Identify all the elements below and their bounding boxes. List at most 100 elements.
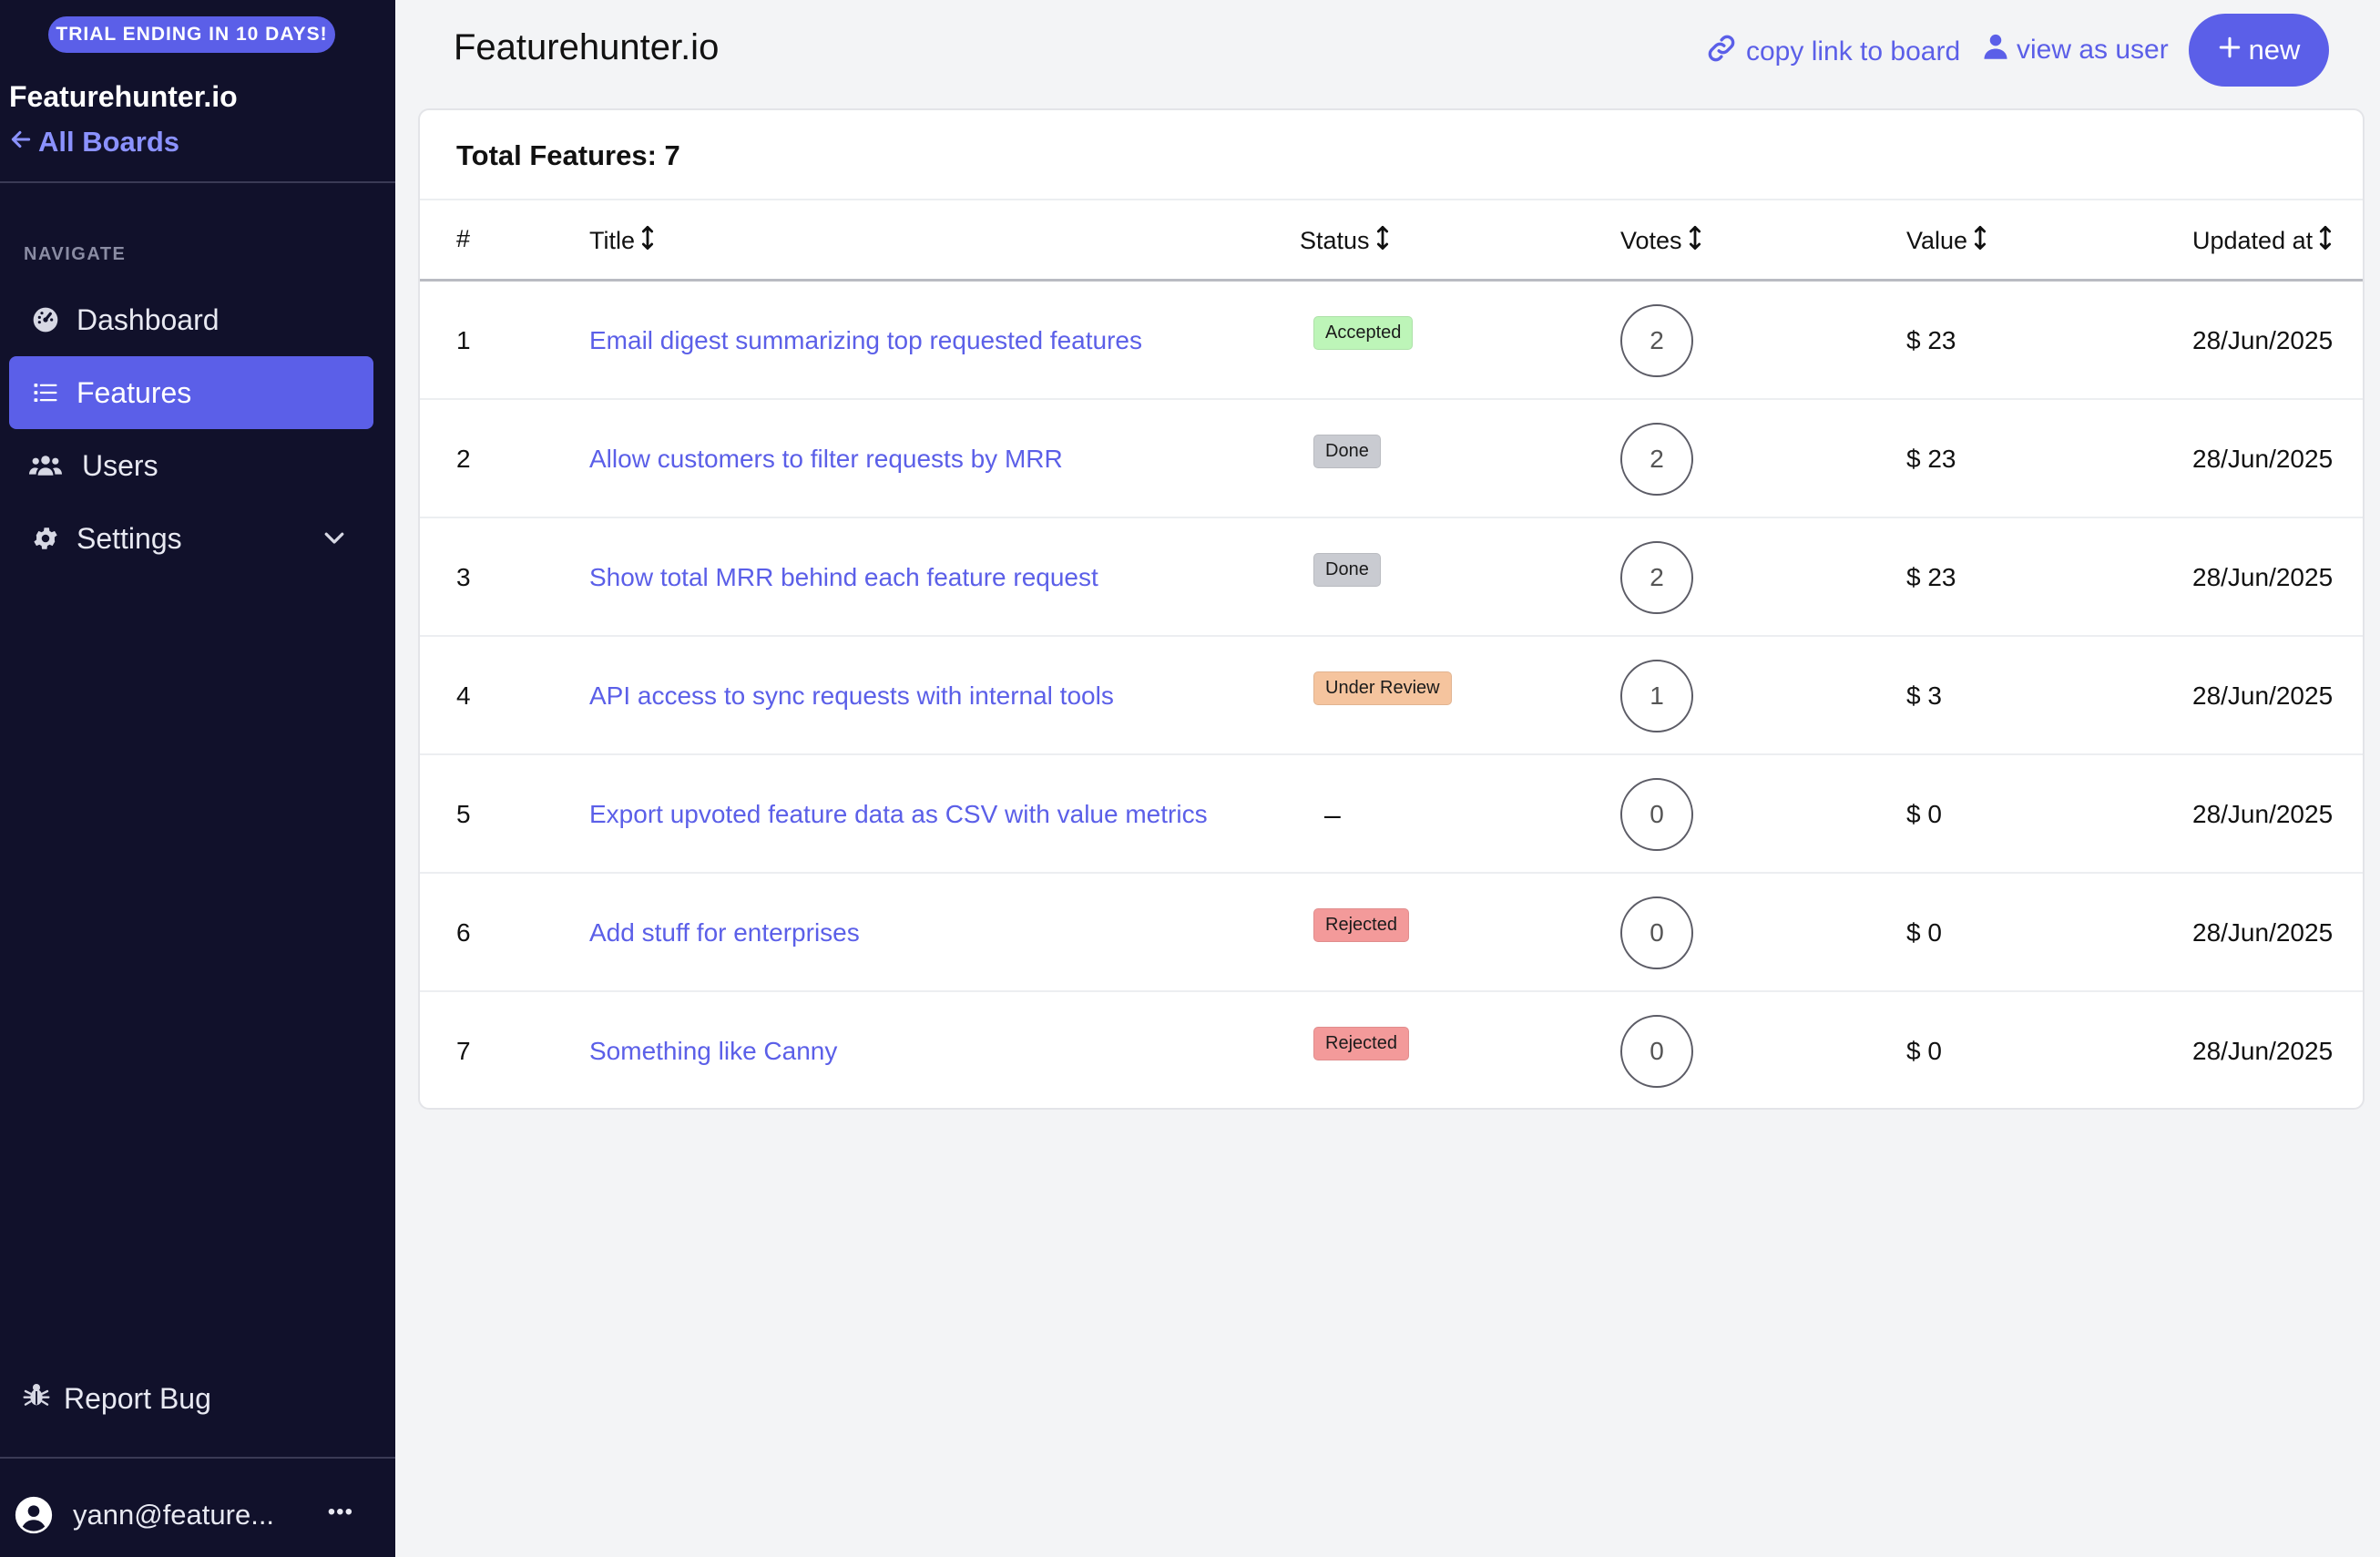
- feature-title-link[interactable]: Something like Canny: [589, 1037, 838, 1065]
- sort-icon: [1973, 225, 1987, 257]
- table-row[interactable]: 6 Add stuff for enterprises Rejected 0 $…: [420, 874, 2363, 992]
- value-cell: $ 23: [1906, 326, 1956, 354]
- table-row[interactable]: 2 Allow customers to filter requests by …: [420, 400, 2363, 518]
- vote-count[interactable]: 2: [1620, 304, 1693, 377]
- status-cell: Rejected: [1313, 874, 1409, 992]
- arrow-left-icon: [9, 126, 33, 159]
- vote-count[interactable]: 2: [1620, 423, 1693, 496]
- votes-cell: 0: [1620, 992, 1693, 1108]
- status-cell: Done: [1313, 518, 1381, 637]
- more-options-icon[interactable]: •••: [327, 1500, 353, 1524]
- votes-cell: 0: [1620, 755, 1693, 874]
- row-number: 3: [456, 563, 471, 591]
- column-header-title[interactable]: Title: [589, 225, 655, 257]
- votes-cell: 0: [1620, 874, 1693, 992]
- report-bug-label: Report Bug: [64, 1381, 211, 1415]
- gear-icon: [29, 522, 62, 555]
- chevron-down-icon[interactable]: [321, 524, 348, 558]
- report-bug-link[interactable]: Report Bug: [22, 1380, 211, 1417]
- feature-title-link[interactable]: Show total MRR behind each feature reque…: [589, 563, 1098, 591]
- dashboard-icon: [29, 303, 62, 336]
- column-header-value[interactable]: Value: [1906, 225, 1987, 257]
- features-card: Total Features: 7 # Title Status Votes V…: [418, 108, 2365, 1110]
- updated-date: 28/Jun/2025: [2192, 800, 2334, 828]
- status-badge[interactable]: Under Review: [1313, 671, 1452, 705]
- status-badge[interactable]: Done: [1313, 552, 1381, 587]
- avatar: [15, 1496, 53, 1534]
- view-as-user-button[interactable]: view as user: [1984, 33, 2169, 67]
- new-button-label: new: [2248, 34, 2301, 66]
- vote-count[interactable]: 0: [1620, 778, 1693, 851]
- vote-count[interactable]: 1: [1620, 660, 1693, 732]
- updated-date: 28/Jun/2025: [2192, 681, 2334, 710]
- card-divider: [420, 199, 2363, 200]
- nav-heading: NAVIGATE: [24, 244, 127, 264]
- status-badge[interactable]: Done: [1313, 434, 1381, 468]
- feature-title-link[interactable]: Email digest summarizing top requested f…: [589, 326, 1142, 354]
- sidebar-item-users[interactable]: Users: [9, 429, 373, 502]
- table-row[interactable]: 4 API access to sync requests with inter…: [420, 637, 2363, 755]
- feature-title-link[interactable]: Add stuff for enterprises: [589, 918, 860, 947]
- value-cell: $ 3: [1906, 681, 1942, 710]
- link-icon: [1706, 33, 1737, 71]
- vote-count[interactable]: 0: [1620, 1015, 1693, 1088]
- column-header-label: Status: [1300, 227, 1370, 254]
- updated-date: 28/Jun/2025: [2192, 563, 2334, 591]
- status-badge[interactable]: Rejected: [1313, 907, 1409, 942]
- table-row[interactable]: 5 Export upvoted feature data as CSV wit…: [420, 755, 2363, 874]
- column-header-label: Votes: [1620, 227, 1682, 254]
- feature-title-link[interactable]: Allow customers to filter requests by MR…: [589, 445, 1063, 473]
- table-row[interactable]: 3 Show total MRR behind each feature req…: [420, 518, 2363, 637]
- value-cell: $ 23: [1906, 445, 1956, 473]
- column-header-updated[interactable]: Updated at: [2192, 225, 2333, 257]
- value-cell: $ 0: [1906, 918, 1942, 947]
- bug-icon: [22, 1380, 51, 1417]
- column-header-label: Title: [589, 227, 636, 254]
- sidebar-item-features[interactable]: Features: [9, 356, 373, 429]
- sidebar-item-label: Users: [82, 448, 158, 482]
- status-badge[interactable]: Accepted: [1313, 315, 1414, 350]
- row-number: 5: [456, 800, 471, 828]
- updated-date: 28/Jun/2025: [2192, 918, 2334, 947]
- votes-cell: 1: [1620, 637, 1693, 755]
- all-boards-link[interactable]: All Boards: [9, 126, 179, 159]
- new-feature-button[interactable]: new: [2189, 14, 2329, 87]
- feature-title-link[interactable]: Export upvoted feature data as CSV with …: [589, 800, 1208, 828]
- updated-date: 28/Jun/2025: [2192, 326, 2334, 354]
- status-cell: –: [1313, 755, 1341, 874]
- row-number: 7: [456, 1037, 471, 1065]
- copy-link-button[interactable]: copy link to board: [1706, 33, 1960, 71]
- feature-title-link[interactable]: API access to sync requests with interna…: [589, 681, 1114, 710]
- column-header-votes[interactable]: Votes: [1620, 225, 1702, 257]
- status-cell: Accepted: [1313, 282, 1414, 400]
- status-cell: Under Review: [1313, 637, 1452, 755]
- sort-icon: [1375, 225, 1390, 257]
- column-header-label: #: [456, 225, 471, 252]
- vote-count[interactable]: 0: [1620, 896, 1693, 969]
- copy-link-label: copy link to board: [1746, 36, 1961, 67]
- all-boards-label: All Boards: [38, 126, 180, 158]
- table-row[interactable]: 1 Email digest summarizing top requested…: [420, 282, 2363, 400]
- status-cell: Done: [1313, 400, 1381, 518]
- votes-cell: 2: [1620, 400, 1693, 518]
- value-cell: $ 0: [1906, 1037, 1942, 1065]
- list-icon: [29, 376, 62, 409]
- user-email: yann@feature...: [73, 1499, 275, 1531]
- value-cell: $ 0: [1906, 800, 1942, 828]
- vote-count[interactable]: 2: [1620, 541, 1693, 614]
- row-number: 6: [456, 918, 471, 947]
- plus-icon: [2218, 34, 2242, 67]
- table-header-divider: [420, 279, 2363, 282]
- sidebar-item-settings[interactable]: Settings: [9, 502, 373, 575]
- trial-badge[interactable]: TRIAL ENDING IN 10 DAYS!: [48, 16, 335, 53]
- table-row[interactable]: 7 Something like Canny Rejected 0 $ 0 28…: [420, 992, 2363, 1108]
- row-number: 4: [456, 681, 471, 710]
- page-title: Featurehunter.io: [454, 27, 720, 67]
- row-number: 2: [456, 445, 471, 473]
- column-header-status[interactable]: Status: [1300, 225, 1390, 257]
- user-menu[interactable]: yann@feature... •••: [15, 1496, 379, 1534]
- column-header-label: Value: [1906, 227, 1968, 254]
- status-badge[interactable]: Rejected: [1313, 1026, 1409, 1060]
- sidebar-item-dashboard[interactable]: Dashboard: [9, 283, 373, 356]
- sidebar-divider: [0, 181, 395, 183]
